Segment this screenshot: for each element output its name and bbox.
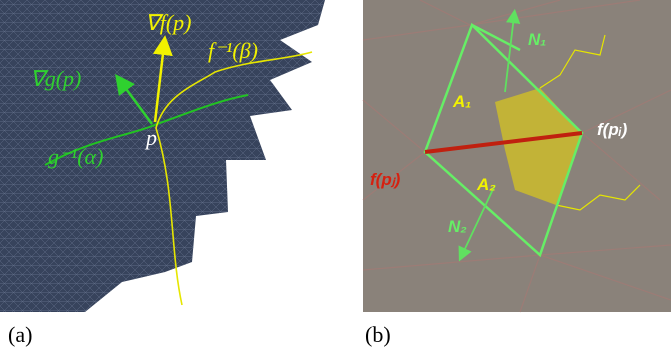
label: N₂ [448,217,467,236]
label: A₁ [452,92,471,111]
figure: ∇f(p) f⁻¹(β) ∇g(p) g⁻¹(α) p N₁ A₁ f(pᵢ) … [0,0,671,356]
label: g⁻¹(α) [48,144,103,169]
caption: (a) [8,322,32,347]
caption: (b) [365,322,391,347]
label: f⁻¹(β) [208,38,258,63]
panel-b: N₁ A₁ f(pᵢ) f(pⱼ) A₂ N₂ [363,0,671,312]
label: f(pᵢ) [597,120,628,139]
panel-a: ∇f(p) f⁻¹(β) ∇g(p) g⁻¹(α) p [0,0,325,312]
label: ∇g(p) [30,66,81,91]
label: N₁ [528,30,546,49]
label: ∇f(p) [145,10,191,35]
label: p [144,125,157,150]
label: A₂ [476,175,496,194]
label: f(pⱼ) [370,170,401,189]
